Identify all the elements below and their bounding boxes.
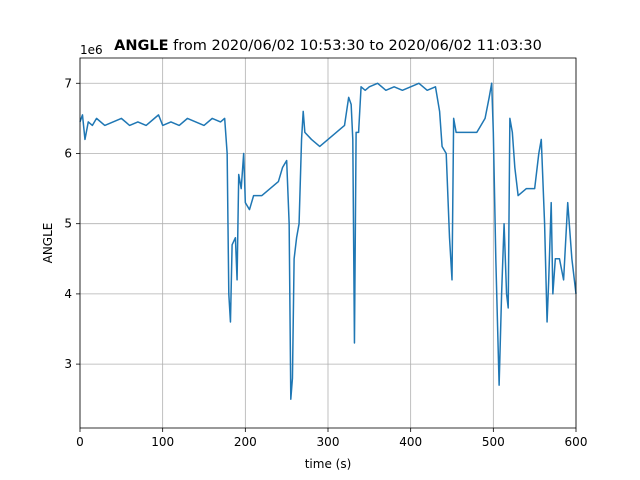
x-tick-label: 500 <box>482 435 505 449</box>
y-tick-label: 4 <box>64 287 72 301</box>
x-tick-label: 400 <box>399 435 422 449</box>
y-tick-label: 3 <box>64 357 72 371</box>
chart-title: ANGLE from 2020/06/02 10:53:30 to 2020/0… <box>114 38 542 54</box>
offset-text: 1e6 <box>80 43 103 57</box>
data-line <box>79 82 577 400</box>
y-tick-label: 7 <box>64 76 72 90</box>
x-tick-label: 300 <box>317 435 340 449</box>
title-rest: from 2020/06/02 10:53:30 to 2020/06/02 1… <box>169 38 542 54</box>
x-tick-label: 0 <box>76 435 84 449</box>
x-tick-label: 600 <box>565 435 588 449</box>
x-axis-label: time (s) <box>305 457 352 471</box>
y-axis-label: ANGLE <box>41 223 55 264</box>
x-tick-label: 100 <box>151 435 174 449</box>
plot-frame <box>79 57 577 429</box>
y-tick-label: 5 <box>64 217 72 231</box>
title-bold: ANGLE <box>114 38 168 54</box>
x-tick-label: 200 <box>234 435 257 449</box>
y-tick-label: 6 <box>64 146 72 160</box>
